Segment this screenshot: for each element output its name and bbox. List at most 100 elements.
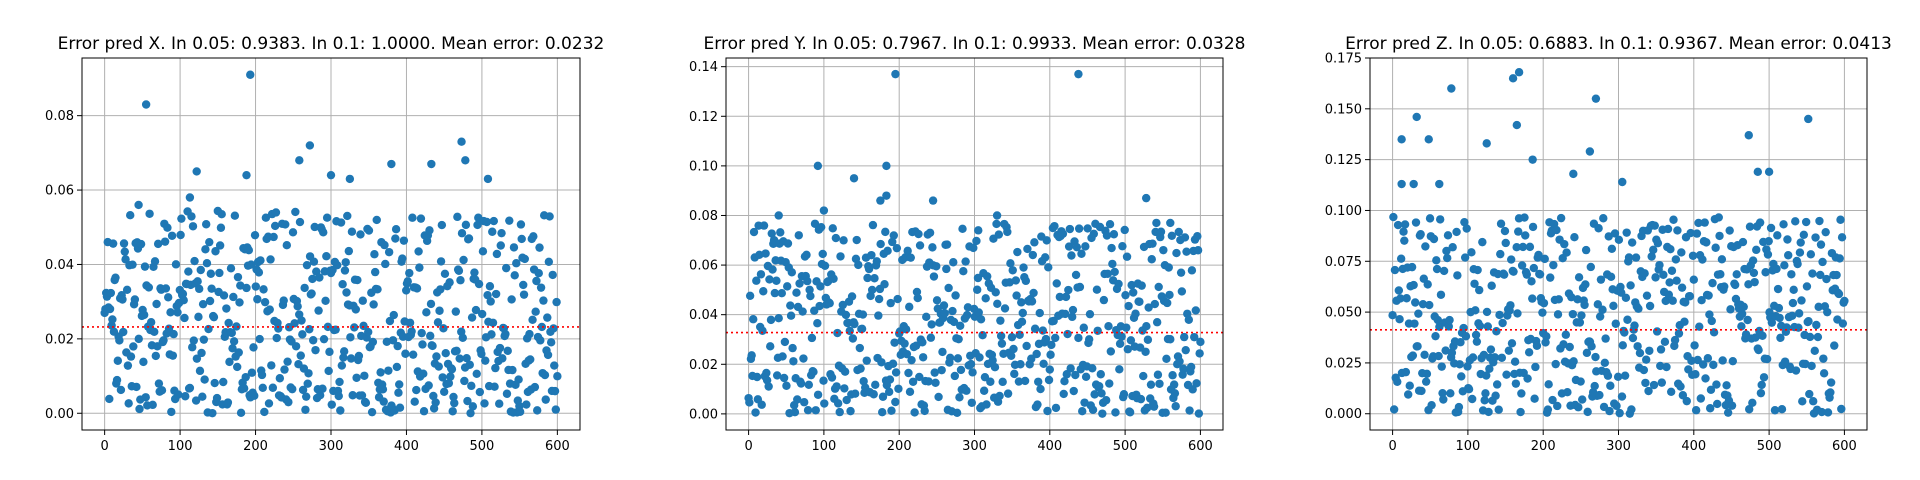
data-point (1170, 389, 1180, 398)
data-point (236, 408, 246, 418)
data-point (856, 364, 865, 373)
data-point (1081, 372, 1091, 382)
data-point (344, 246, 354, 256)
data-point (1102, 231, 1112, 240)
data-point (1685, 292, 1695, 301)
data-point (1109, 230, 1119, 239)
data-point (1720, 282, 1729, 291)
data-point (1772, 264, 1781, 274)
data-point (1814, 302, 1823, 312)
data-point (1099, 295, 1109, 305)
data-point (993, 299, 1002, 308)
y-tick-label: 0.14 (689, 60, 718, 75)
data-point (1745, 222, 1755, 231)
data-point (1093, 326, 1102, 335)
data-point (1749, 268, 1759, 278)
data-point (473, 220, 482, 230)
data-point (1603, 371, 1613, 380)
data-point (536, 336, 545, 345)
data-point (343, 211, 352, 221)
data-point (1475, 285, 1484, 295)
data-point (519, 280, 528, 290)
data-point (876, 239, 885, 249)
data-point (1179, 332, 1189, 342)
data-point (1064, 242, 1074, 251)
y-tick-label: 0.175 (1325, 52, 1362, 67)
data-point (1159, 245, 1168, 255)
data-point (1492, 327, 1501, 336)
data-point (1135, 297, 1144, 306)
data-point (1137, 281, 1146, 290)
data-point (1624, 253, 1634, 262)
data-point (1520, 213, 1529, 222)
data-point (1770, 406, 1780, 415)
data-point (350, 323, 359, 332)
data-point (490, 382, 499, 391)
data-point (1409, 179, 1418, 189)
data-point (475, 387, 485, 397)
data-point (1782, 323, 1791, 332)
data-point (1604, 232, 1613, 241)
data-point (1115, 365, 1124, 374)
data-point (906, 253, 915, 262)
data-point (756, 270, 766, 279)
data-point (1594, 224, 1603, 233)
data-point (1407, 262, 1417, 272)
data-point (1798, 397, 1807, 406)
data-point (314, 306, 323, 315)
data-point (1563, 388, 1572, 397)
data-point (308, 274, 317, 284)
data-point (234, 348, 243, 357)
data-point (1459, 323, 1468, 333)
data-point (1611, 319, 1620, 328)
data-point (270, 221, 280, 231)
data-point (485, 282, 495, 291)
data-point (1672, 276, 1681, 285)
data-point (291, 207, 300, 217)
y-tick-label: 0.00 (45, 407, 74, 422)
data-point (1180, 233, 1190, 242)
data-point (1453, 271, 1462, 280)
data-point (1114, 279, 1123, 289)
y-tick-label: 0.000 (1325, 407, 1362, 422)
data-point (174, 390, 183, 399)
data-point (1143, 335, 1153, 344)
data-point (327, 400, 336, 409)
data-point (488, 227, 497, 236)
data-point (356, 230, 365, 239)
data-point (910, 408, 919, 417)
data-point (488, 318, 498, 327)
data-point (1763, 250, 1773, 259)
data-point (950, 371, 960, 381)
y-tick-label: 0.12 (689, 110, 718, 125)
data-point (1168, 371, 1177, 380)
data-point (918, 338, 927, 347)
data-point (1098, 409, 1107, 418)
data-point (1826, 388, 1835, 397)
data-point (979, 386, 989, 395)
data-point (256, 256, 265, 265)
data-point (1027, 297, 1037, 306)
data-point (774, 314, 783, 323)
x-tick-label: 300 (962, 439, 987, 454)
data-point (181, 392, 190, 401)
data-point (849, 174, 859, 183)
data-point (1542, 332, 1551, 341)
data-point (1748, 256, 1758, 265)
data-point (1822, 274, 1831, 284)
scatter-panel-y: Error pred Y. In 0.05: 0.7967. In 0.1: 0… (689, 34, 1245, 454)
data-point (324, 366, 333, 376)
data-point (1764, 167, 1774, 177)
data-point (452, 346, 461, 356)
data-point (1121, 290, 1130, 300)
data-point (1640, 269, 1649, 278)
y-tick-label: 0.04 (45, 258, 74, 273)
data-point (762, 368, 771, 378)
data-point (1514, 68, 1524, 77)
data-point (185, 193, 195, 202)
data-point (1103, 269, 1112, 279)
data-point (1107, 243, 1116, 253)
data-point (1553, 310, 1563, 319)
data-point (929, 272, 939, 281)
data-point (321, 296, 330, 305)
